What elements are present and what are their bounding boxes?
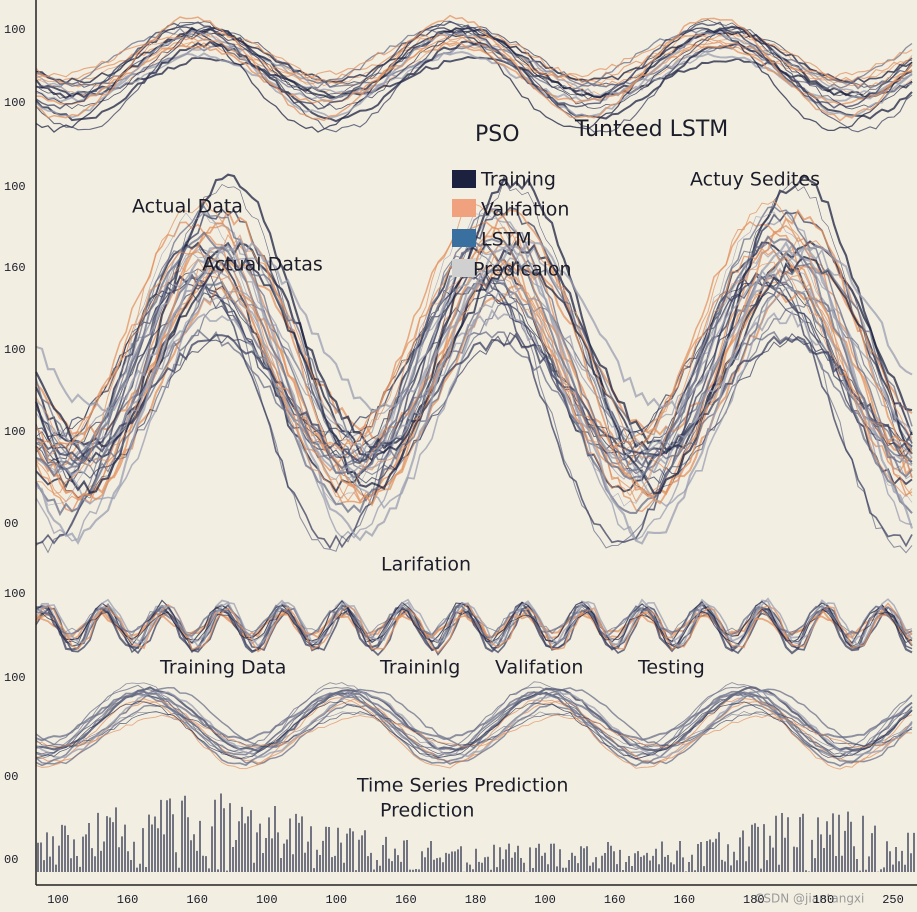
- y-label: 00: [4, 770, 18, 784]
- y-label: 100: [4, 587, 26, 601]
- y-label: 100: [4, 23, 26, 37]
- wave: [35, 26, 913, 133]
- x-label: 160: [186, 893, 208, 907]
- annotation: Testing: [637, 657, 705, 679]
- decorative-waves: [34, 14, 915, 872]
- wave: [35, 608, 913, 647]
- wave: [35, 296, 913, 479]
- wave: [35, 700, 913, 760]
- wave: [35, 328, 913, 469]
- y-label: 00: [4, 517, 18, 531]
- x-label: 160: [395, 893, 417, 907]
- header-right: Tunteed LSTM: [574, 117, 728, 142]
- annotation: Time Series Prediction: [356, 775, 568, 797]
- legend-label: Training: [480, 169, 556, 191]
- wave: [35, 686, 913, 753]
- annotation: Traininlg: [379, 657, 460, 679]
- y-label: 100: [4, 343, 26, 357]
- header-left: PSO: [475, 122, 520, 147]
- wave: [35, 331, 913, 485]
- wave: [35, 56, 913, 99]
- x-label: 100: [256, 893, 278, 907]
- annotation: Actual Datas: [202, 254, 323, 276]
- wave: [35, 26, 913, 133]
- wave: [35, 220, 913, 473]
- x-label: 160: [117, 893, 139, 907]
- wave: [35, 332, 913, 464]
- legend-label: Predicalon: [473, 259, 572, 281]
- wave: [35, 690, 913, 742]
- x-label: 100: [534, 893, 556, 907]
- wave: [35, 281, 913, 442]
- legend-label: Valifation: [481, 199, 569, 221]
- legend-swatch: [452, 170, 476, 188]
- annotation: Prediction: [380, 800, 474, 822]
- legend: Training Valifation LSTM Predicalon: [452, 169, 572, 281]
- wave: [35, 285, 913, 455]
- y-label: 100: [4, 671, 26, 685]
- wave: [35, 711, 913, 749]
- wave: [35, 690, 913, 759]
- wave: [35, 601, 913, 655]
- y-label: 100: [4, 425, 26, 439]
- y-labels: 100 100 100 160 100 100 00 100 100 00 00: [4, 23, 26, 867]
- y-label: 100: [4, 180, 26, 194]
- spikes: [37, 793, 915, 872]
- annotation: Larifation: [381, 554, 471, 576]
- wave: [35, 14, 913, 122]
- wave: [35, 20, 913, 110]
- wave: [35, 259, 913, 465]
- annotation: Training Data: [159, 657, 286, 679]
- wave: [35, 30, 913, 110]
- wave: [35, 205, 913, 472]
- wave: [35, 681, 913, 760]
- annotation: Actuy Sedites: [690, 169, 820, 191]
- wave: [35, 604, 913, 640]
- x-label: 180: [813, 893, 835, 907]
- x-labels: 100 160 160 100 100 160 180 100 160 160 180 180 250: [47, 893, 904, 907]
- x-label: 180: [465, 893, 487, 907]
- wave: [35, 42, 913, 97]
- x-label: 250: [882, 893, 904, 907]
- wave: [35, 247, 913, 452]
- legend-swatch: [452, 259, 476, 277]
- wave: [35, 25, 913, 100]
- x-label: 160: [673, 893, 695, 907]
- x-label: 180: [743, 893, 765, 907]
- wave: [35, 714, 912, 749]
- wave: [35, 255, 913, 464]
- wave: [35, 597, 913, 648]
- y-label: 160: [4, 261, 26, 275]
- y-label: 00: [4, 853, 18, 867]
- annotation: Valifation: [495, 657, 583, 679]
- legend-label: LSTM: [481, 229, 532, 251]
- legend-swatch: [452, 229, 476, 247]
- x-label: 160: [604, 893, 626, 907]
- wave: [35, 237, 913, 415]
- y-label: 100: [4, 96, 26, 110]
- legend-swatch: [452, 199, 476, 217]
- x-label: 100: [326, 893, 348, 907]
- annotation: Actual Data: [132, 196, 243, 218]
- watermark: CSDN @jiantangxi: [755, 892, 864, 906]
- wave: [35, 41, 913, 106]
- x-label: 100: [47, 893, 69, 907]
